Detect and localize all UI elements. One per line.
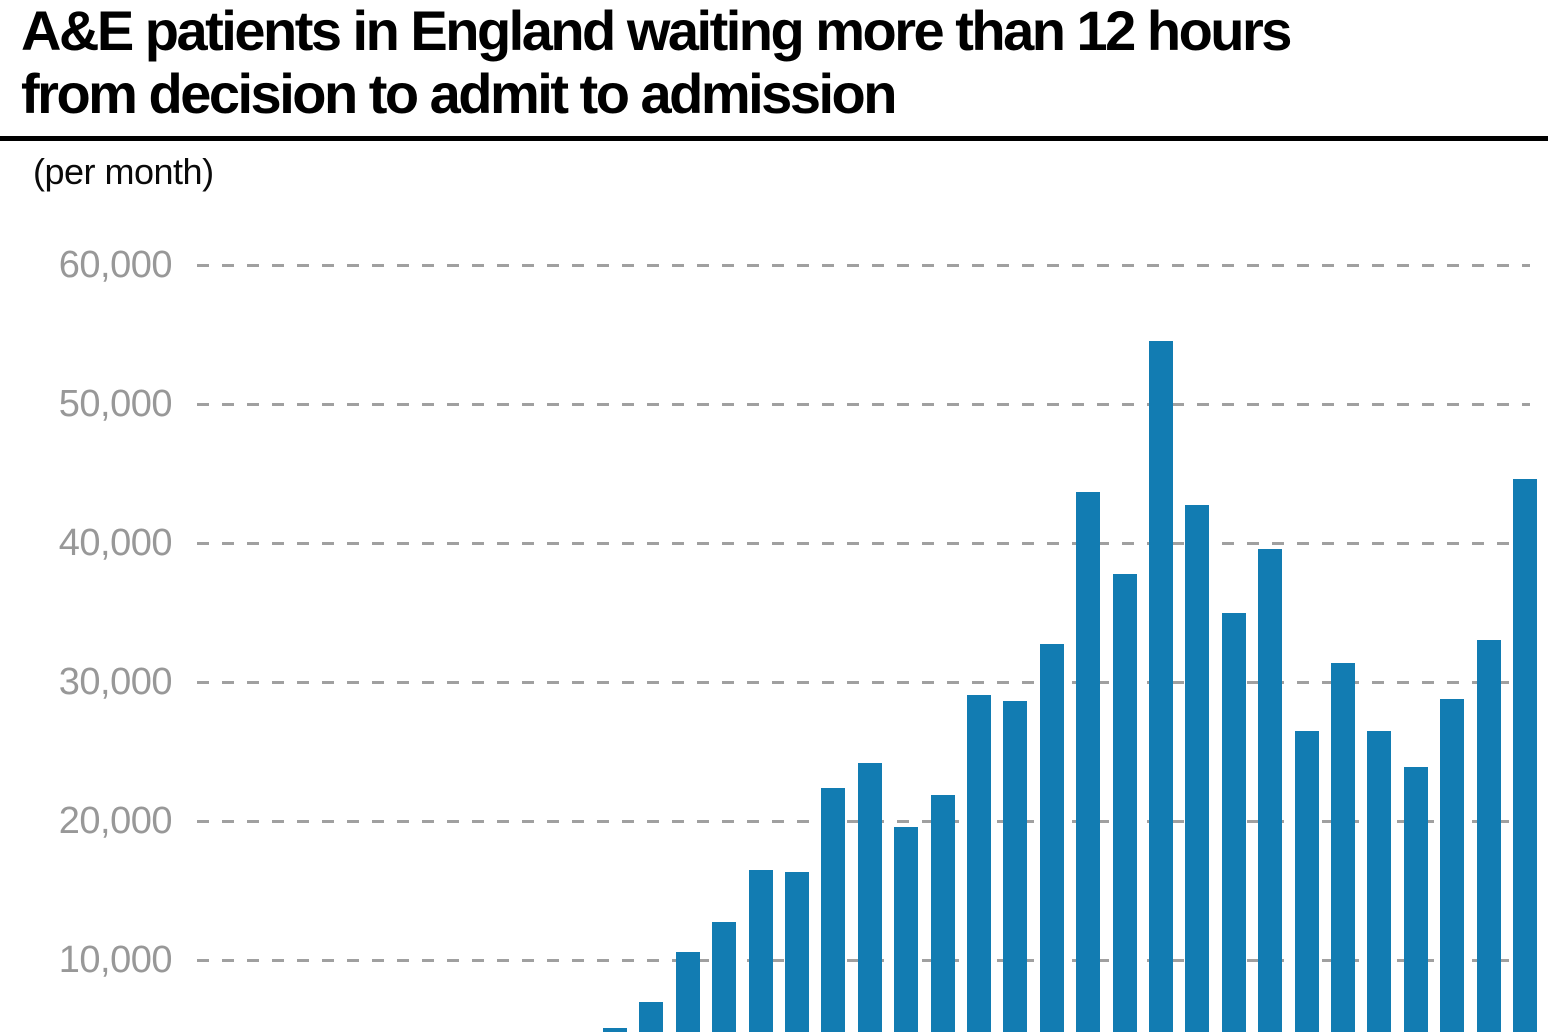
bar-22 [1367, 731, 1391, 1032]
chart-title: A&E patients in England waiting more tha… [21, 0, 1292, 125]
bar-9 [894, 827, 918, 1032]
y-tick-label-60000: 60,000 [58, 244, 173, 286]
bar-18 [1222, 613, 1246, 1032]
gridline-50000 [197, 403, 1530, 406]
y-tick-label-30000: 30,000 [58, 661, 173, 703]
y-tick-label-20000: 20,000 [58, 800, 173, 842]
gridline-40000 [197, 542, 1530, 545]
bar-11 [967, 695, 991, 1032]
bar-13 [1040, 644, 1064, 1032]
bar-6 [785, 872, 809, 1032]
bar-12 [1003, 701, 1027, 1032]
bar-26 [1513, 479, 1537, 1032]
bar-24 [1440, 699, 1464, 1032]
bar-3 [676, 952, 700, 1032]
bar-16 [1149, 341, 1173, 1032]
axis-unit-label: (per month) [33, 151, 214, 192]
y-tick-label-40000: 40,000 [58, 522, 173, 564]
bar-1 [603, 1028, 627, 1032]
bar-20 [1295, 731, 1319, 1032]
gridline-30000 [197, 681, 1530, 684]
y-tick-label-50000: 50,000 [58, 383, 173, 425]
bar-10 [931, 795, 955, 1032]
bar-15 [1113, 574, 1137, 1032]
bar-4 [712, 922, 736, 1032]
bar-23 [1404, 767, 1428, 1032]
chart-title-line-2: from decision to admit to admission [21, 62, 897, 125]
chart-title-line-1: A&E patients in England waiting more tha… [21, 0, 1292, 62]
bar-19 [1258, 549, 1282, 1032]
gridline-60000 [197, 264, 1530, 267]
bar-2 [639, 1002, 663, 1032]
bar-14 [1076, 492, 1100, 1032]
bar-21 [1331, 663, 1355, 1032]
bar-7 [821, 788, 845, 1032]
y-tick-label-10000: 10,000 [58, 939, 173, 981]
bar-17 [1185, 505, 1209, 1032]
bar-25 [1477, 640, 1501, 1032]
bar-8 [858, 763, 882, 1032]
bar-5 [749, 870, 773, 1032]
title-divider-rule [0, 136, 1548, 141]
